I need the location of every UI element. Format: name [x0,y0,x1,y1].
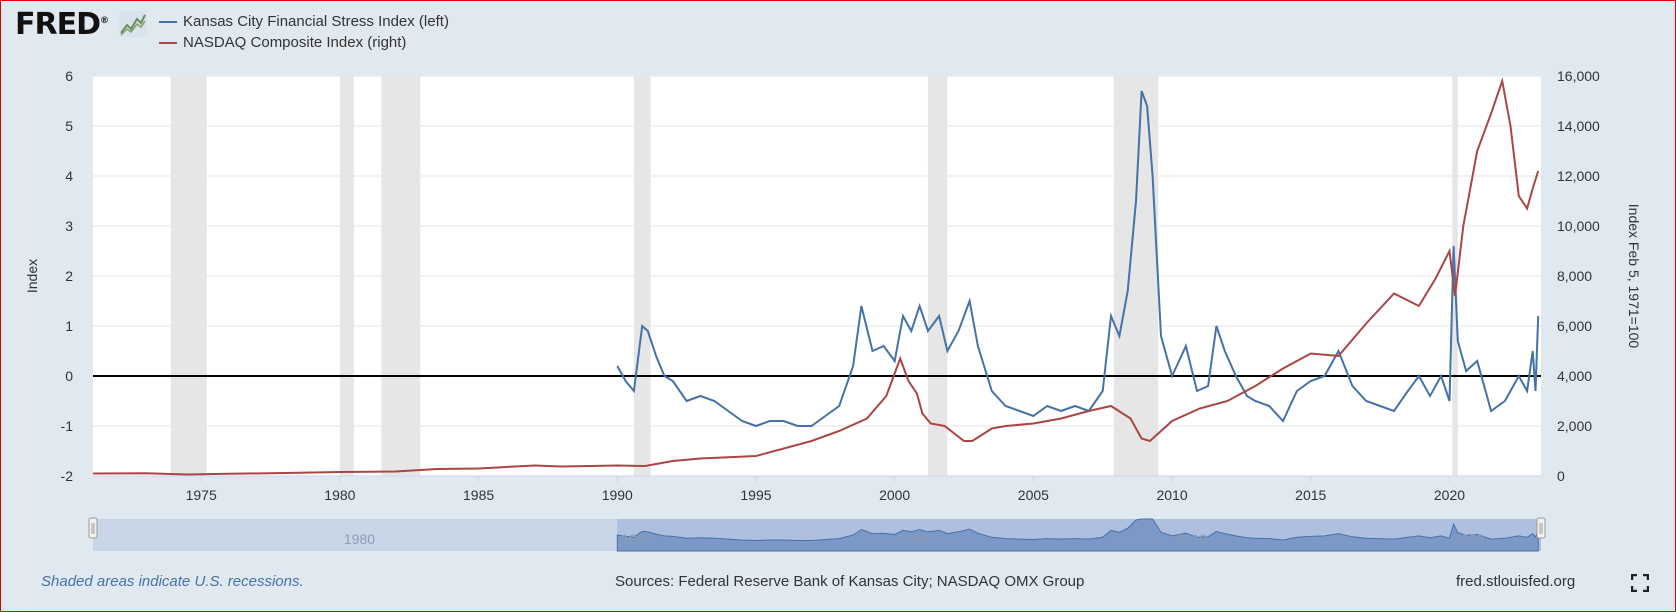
navigator-handle-left [88,517,98,539]
recession-note: Shaded areas indicate U.S. recessions. [41,573,304,590]
y2-tick-label: 6,000 [1557,318,1592,334]
sources-text: Sources: Federal Reserve Bank of Kansas … [615,573,1085,590]
y-tick-label: 6 [65,68,73,84]
x-tick-label: 2000 [879,487,910,503]
y2-tick-label: 16,000 [1557,68,1600,84]
legend-label-kcfsi: Kansas City Financial Stress Index (left… [183,13,449,30]
navigator-handle-right [1536,517,1546,539]
x-tick-label: 1980 [324,487,355,503]
x-tick-label: 1990 [602,487,633,503]
logo-graph-icon [119,11,147,37]
y-tick-label: -2 [61,468,74,484]
legend-swatch-nasdaq [159,42,177,45]
series-line-kcfsi [616,90,1540,428]
y2-axis-title: Index Feb 5, 1971=100 [1626,204,1642,349]
x-tick-label: 2015 [1295,487,1326,503]
y2-tick-label: 8,000 [1557,268,1592,284]
y-tick-label: 4 [65,168,73,184]
y-axis-title: Index [24,259,40,293]
x-tick-label: 2010 [1156,487,1187,503]
x-tick-label: 1975 [186,487,217,503]
y-tick-label: -1 [61,418,74,434]
y-tick-label: 5 [65,118,73,134]
y-tick-label: 3 [65,218,73,234]
x-tick-label: 1985 [463,487,494,503]
y2-tick-label: 10,000 [1557,218,1600,234]
x-tick-label: 2005 [1018,487,1049,503]
site-link[interactable]: fred.stlouisfed.org [1456,573,1576,590]
legend-swatch-kcfsi [159,21,177,24]
x-tick-label: 2020 [1434,487,1465,503]
navigator-tick-label: 2020 [1453,531,1484,547]
series-line-nasdaq [92,77,1540,476]
fred-logo[interactable]: FRED® [15,7,109,42]
y2-tick-label: 14,000 [1557,118,1600,134]
chart-svg: -2 -1 0 1 2 3 4 5 6 0 2,000 4,000 6,000 8,000 10,000 12… [24,68,1642,552]
y2-tick-label: 0 [1557,468,1565,484]
y-tick-label: 2 [65,268,73,284]
navigator-tick-label: 2000 [899,531,930,547]
y-tick-label: 0 [65,368,73,384]
y2-tick-label: 2,000 [1557,418,1592,434]
navigator-tick-label: 1980 [344,531,375,547]
range-navigator[interactable]: 1980 1990 2000 2010 2020 [88,517,1546,552]
legend-label-nasdaq: NASDAQ Composite Index (right) [183,34,407,51]
y2-tick-label: 4,000 [1557,368,1592,384]
navigator-tick-label: 1990 [621,531,652,547]
x-tick-label: 1995 [740,487,771,503]
legend-item-nasdaq[interactable]: NASDAQ Composite Index (right) [159,34,406,51]
y-tick-label: 1 [65,318,73,334]
fullscreen-icon[interactable] [1631,574,1649,592]
legend-item-kcfsi[interactable]: Kansas City Financial Stress Index (left… [159,13,449,30]
navigator-series-area [616,518,1539,552]
y2-tick-label: 12,000 [1557,168,1600,184]
navigator-tick-label: 2010 [1176,531,1207,547]
